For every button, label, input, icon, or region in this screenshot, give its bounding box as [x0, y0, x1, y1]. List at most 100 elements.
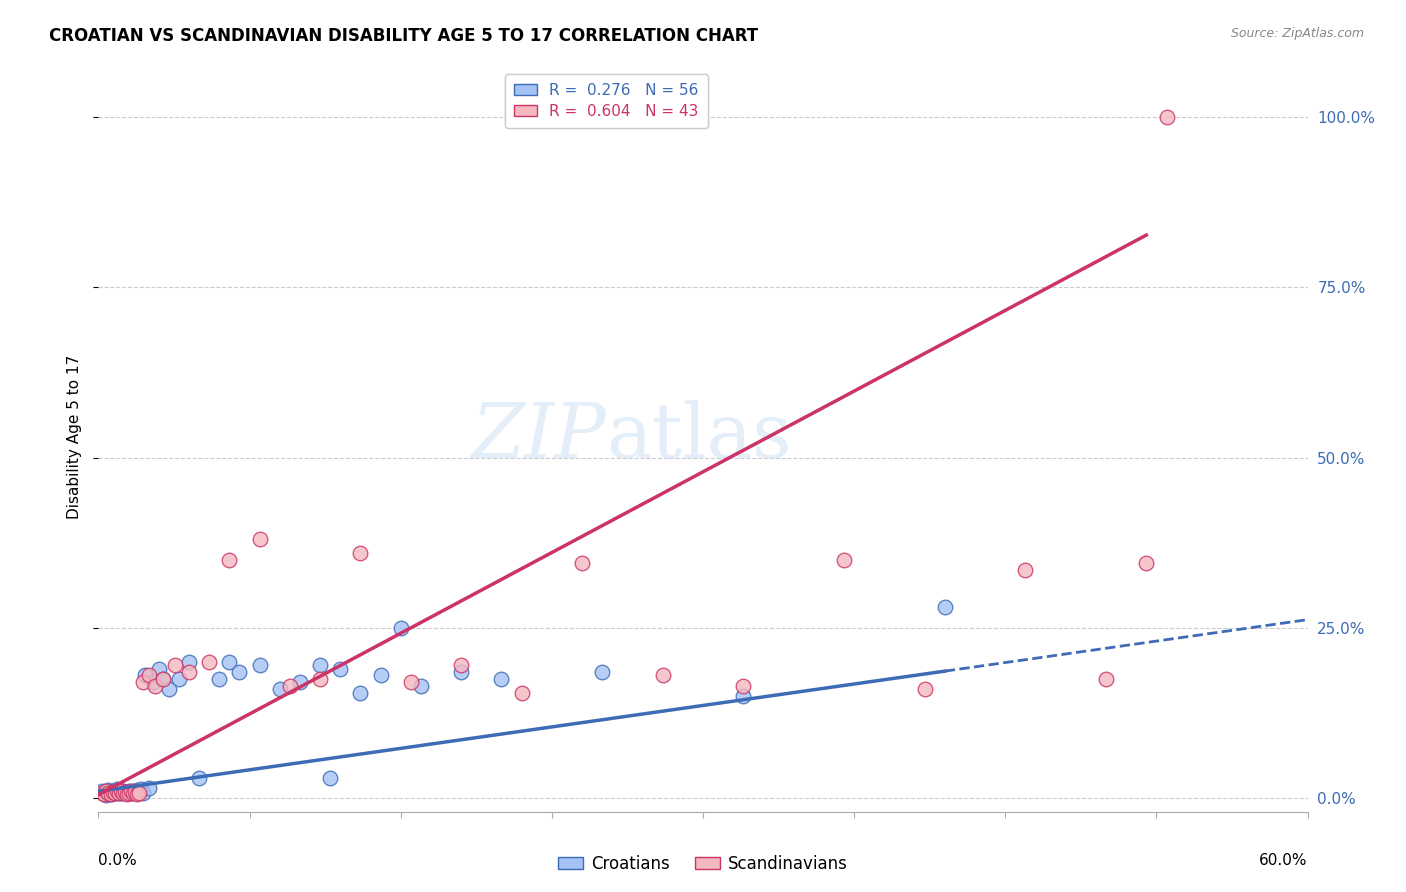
Point — [228, 665, 250, 679]
Legend: Croatians, Scandinavians: Croatians, Scandinavians — [551, 848, 855, 880]
Point — [309, 672, 332, 686]
Point — [329, 662, 352, 676]
Text: CROATIAN VS SCANDINAVIAN DISABILITY AGE 5 TO 17 CORRELATION CHART: CROATIAN VS SCANDINAVIAN DISABILITY AGE … — [49, 27, 758, 45]
Point — [349, 685, 371, 699]
Point — [100, 785, 122, 799]
Text: ZIP: ZIP — [471, 401, 606, 474]
Point — [198, 655, 221, 669]
Point — [278, 679, 301, 693]
Point — [100, 787, 122, 801]
Point — [110, 784, 132, 798]
Point — [96, 788, 118, 802]
Point — [309, 658, 332, 673]
Point — [97, 786, 120, 800]
Point — [269, 682, 291, 697]
Point — [114, 786, 136, 800]
Point — [179, 665, 201, 679]
Point — [399, 675, 422, 690]
Point — [103, 786, 125, 800]
Point — [132, 786, 155, 800]
Point — [111, 785, 134, 799]
Point — [157, 682, 180, 697]
Point — [571, 556, 593, 570]
Point — [121, 783, 143, 797]
Point — [288, 675, 311, 690]
Point — [208, 672, 231, 686]
Point — [110, 786, 132, 800]
Point — [832, 552, 855, 566]
Point — [115, 785, 138, 799]
Point — [129, 782, 152, 797]
Point — [179, 655, 201, 669]
Point — [125, 787, 148, 801]
Point — [163, 658, 186, 673]
Point — [107, 786, 129, 800]
Point — [96, 784, 118, 798]
Point — [124, 785, 146, 799]
Legend: R =  0.276   N = 56, R =  0.604   N = 43: R = 0.276 N = 56, R = 0.604 N = 43 — [505, 74, 707, 128]
Point — [152, 672, 174, 686]
Y-axis label: Disability Age 5 to 17: Disability Age 5 to 17 — [67, 355, 83, 519]
Point — [124, 785, 146, 799]
Point — [101, 784, 124, 798]
Point — [138, 780, 160, 795]
Point — [491, 672, 513, 686]
Point — [218, 552, 240, 566]
Point — [733, 689, 755, 703]
Point — [1156, 110, 1178, 124]
Point — [100, 787, 122, 801]
Point — [120, 786, 142, 800]
Point — [110, 784, 132, 798]
Point — [120, 784, 142, 798]
Point — [218, 655, 240, 669]
Point — [91, 786, 114, 800]
Point — [1095, 672, 1118, 686]
Point — [188, 771, 211, 785]
Point — [101, 786, 124, 800]
Point — [249, 658, 271, 673]
Text: atlas: atlas — [606, 401, 792, 474]
Point — [409, 679, 432, 693]
Point — [167, 672, 190, 686]
Point — [143, 679, 166, 693]
Text: 0.0%: 0.0% — [98, 853, 138, 868]
Point — [370, 668, 392, 682]
Point — [128, 784, 150, 798]
Point — [148, 662, 170, 676]
Point — [591, 665, 613, 679]
Point — [118, 786, 141, 800]
Point — [733, 679, 755, 693]
Point — [97, 786, 120, 800]
Point — [1014, 563, 1036, 577]
Point — [114, 785, 136, 799]
Point — [91, 784, 114, 798]
Point — [103, 786, 125, 800]
Point — [389, 621, 412, 635]
Point — [128, 786, 150, 800]
Point — [142, 675, 165, 690]
Point — [105, 783, 128, 797]
Text: Source: ZipAtlas.com: Source: ZipAtlas.com — [1230, 27, 1364, 40]
Point — [93, 786, 115, 800]
Point — [111, 786, 134, 800]
Point — [152, 672, 174, 686]
Point — [105, 782, 128, 797]
Point — [101, 785, 124, 799]
Point — [510, 685, 533, 699]
Point — [115, 787, 138, 801]
Point — [349, 546, 371, 560]
Point — [105, 785, 128, 799]
Point — [132, 675, 155, 690]
Point — [111, 783, 134, 797]
Point — [134, 668, 156, 682]
Point — [651, 668, 673, 682]
Point — [450, 658, 472, 673]
Point — [934, 600, 956, 615]
Point — [249, 533, 271, 547]
Point — [138, 668, 160, 682]
Point — [93, 787, 115, 801]
Point — [107, 786, 129, 800]
Point — [914, 682, 936, 697]
Point — [125, 783, 148, 797]
Point — [97, 783, 120, 797]
